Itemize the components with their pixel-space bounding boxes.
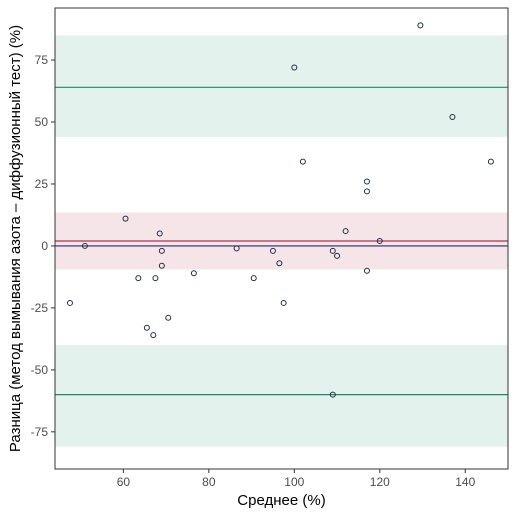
x-tick-label: 120 bbox=[370, 475, 390, 489]
y-axis-ticks: -75 -50 -25 0 25 50 75 bbox=[31, 53, 55, 439]
data-point bbox=[329, 391, 336, 398]
data-point bbox=[165, 314, 172, 321]
data-point bbox=[329, 247, 336, 254]
x-tick-label: 100 bbox=[284, 475, 304, 489]
data-point bbox=[269, 247, 276, 254]
data-point bbox=[299, 158, 306, 165]
data-point bbox=[66, 299, 73, 306]
data-point bbox=[122, 215, 129, 222]
x-axis-label: Среднее (%) bbox=[237, 492, 325, 509]
data-point bbox=[376, 237, 383, 244]
x-axis-ticks: 60 80 100 120 140 bbox=[117, 469, 476, 489]
data-point bbox=[291, 64, 298, 71]
data-point bbox=[334, 252, 341, 259]
y-tick-label: 0 bbox=[41, 239, 48, 253]
data-point bbox=[280, 299, 287, 306]
x-tick-label: 80 bbox=[202, 475, 216, 489]
y-tick-label: 75 bbox=[35, 53, 49, 67]
data-point bbox=[143, 324, 150, 331]
data-point bbox=[152, 275, 159, 282]
y-axis-label: Разница (метод вымывания азота – диффузи… bbox=[7, 25, 24, 452]
data-point bbox=[276, 260, 283, 267]
x-tick-label: 60 bbox=[117, 475, 131, 489]
data-point bbox=[363, 178, 370, 185]
reference-lines bbox=[55, 86, 508, 396]
x-tick-label: 140 bbox=[455, 475, 475, 489]
data-point bbox=[233, 245, 240, 252]
y-tick-label: 50 bbox=[35, 115, 49, 129]
y-tick-label: 25 bbox=[35, 177, 49, 191]
data-point bbox=[156, 230, 163, 237]
lower-loa-ci-band bbox=[55, 345, 508, 447]
data-point bbox=[190, 270, 197, 277]
data-point bbox=[158, 247, 165, 254]
data-point bbox=[158, 262, 165, 269]
data-point bbox=[81, 242, 88, 249]
plot-panel-border bbox=[54, 7, 509, 470]
data-point bbox=[363, 267, 370, 274]
data-point bbox=[150, 332, 157, 339]
data-point bbox=[449, 114, 456, 121]
data-point bbox=[250, 275, 257, 282]
data-point bbox=[135, 275, 142, 282]
data-point bbox=[342, 228, 349, 235]
y-tick-label: -75 bbox=[31, 425, 49, 439]
upper-loa-ci-band bbox=[55, 35, 508, 137]
data-point bbox=[487, 158, 494, 165]
y-tick-label: -50 bbox=[31, 363, 49, 377]
y-tick-label: -25 bbox=[31, 301, 49, 315]
data-point bbox=[363, 188, 370, 195]
data-points bbox=[66, 22, 494, 398]
data-point bbox=[417, 22, 424, 29]
